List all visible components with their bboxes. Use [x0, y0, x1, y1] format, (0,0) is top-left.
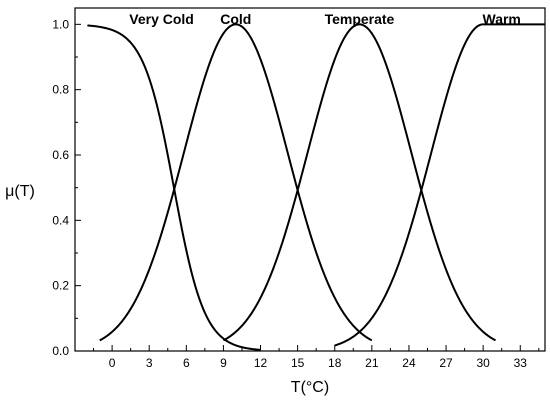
- curve-cold: [99, 23, 373, 342]
- membership-curves: [87, 23, 545, 351]
- x-tick-label: 0: [109, 356, 116, 370]
- plot-frame: [74, 7, 546, 352]
- x-tick-label: 21: [365, 356, 379, 370]
- y-tick-label: 0.0: [52, 344, 69, 358]
- x-tick-label: 30: [476, 356, 490, 370]
- y-tick-label: 0.4: [52, 213, 69, 227]
- y-tick-label: 0.2: [52, 279, 69, 293]
- y-tick-label: 0.6: [52, 148, 69, 162]
- set-label-temperate: Temperate: [325, 11, 395, 27]
- set-label-warm: Warm: [483, 11, 521, 27]
- x-tick-label: 6: [183, 356, 190, 370]
- set-label-very-cold: Very Cold: [129, 11, 194, 27]
- x-tick-label: 12: [254, 356, 268, 370]
- x-tick-label: 27: [439, 356, 453, 370]
- set-labels: Very Cold Cold Temperate Warm: [129, 11, 521, 27]
- axis-ticks: 0 3 6 9 12 15 18 21 24 27 30 33 0.0 0.2 0.4 0.6 0.8 1.0: [52, 17, 540, 370]
- x-tick-label: 9: [220, 356, 227, 370]
- x-tick-label: 3: [146, 356, 153, 370]
- set-label-cold: Cold: [220, 11, 251, 27]
- x-tick-label: 15: [291, 356, 305, 370]
- y-tick-label: 1.0: [52, 17, 69, 31]
- x-axis-title: T(°C): [291, 379, 329, 396]
- x-tick-label: 24: [402, 356, 416, 370]
- x-tick-label: 33: [514, 356, 528, 370]
- curve-warm: [334, 23, 545, 347]
- y-axis-title: μ(T): [5, 183, 35, 200]
- x-tick-label: 18: [328, 356, 342, 370]
- y-tick-label: 0.8: [52, 83, 69, 97]
- curve-temperate: [222, 23, 497, 342]
